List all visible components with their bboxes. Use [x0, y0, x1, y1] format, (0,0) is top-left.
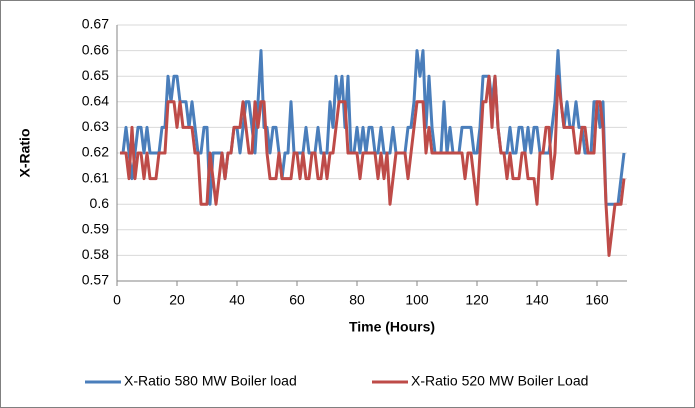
- x-tick-label: 20: [169, 292, 185, 308]
- y-tick-label: 0.59: [82, 221, 109, 237]
- y-tick-label: 0.65: [82, 67, 109, 83]
- y-tick-label: 0.67: [82, 16, 109, 32]
- y-tick-label: 0.57: [82, 272, 109, 288]
- y-tick-label: 0.62: [82, 144, 109, 160]
- legend-label: X-Ratio 520 MW Boiler Load: [411, 373, 588, 389]
- y-axis-label: X-Ratio: [17, 129, 33, 178]
- x-axis-label: Time (Hours): [349, 319, 435, 335]
- series-line: [120, 74, 626, 257]
- x-tick-label: 60: [289, 292, 305, 308]
- y-tick-label: 0.64: [82, 93, 109, 109]
- x-tick-label: 160: [585, 292, 609, 308]
- y-tick-label: 0.63: [82, 118, 109, 134]
- x-tick-label: 40: [229, 292, 245, 308]
- x-tick-label: 0: [113, 292, 121, 308]
- x-tick-label: 100: [405, 292, 429, 308]
- y-tick-label: 0.66: [82, 41, 109, 57]
- legend-label: X-Ratio 580 MW Boiler load: [124, 373, 297, 389]
- y-tick-label: 0.6: [90, 195, 110, 211]
- y-tick-label: 0.58: [82, 246, 109, 262]
- y-tick-label: 0.61: [82, 169, 109, 185]
- x-tick-label: 80: [349, 292, 365, 308]
- x-tick-label: 120: [465, 292, 489, 308]
- x-tick-label: 140: [525, 292, 549, 308]
